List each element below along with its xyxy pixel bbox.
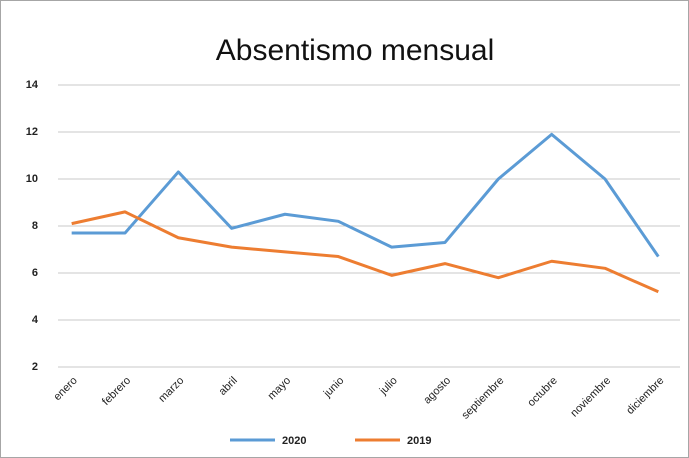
y-tick-label: 6 — [32, 267, 38, 279]
y-tick-label: 4 — [32, 314, 39, 326]
legend-label: 2020 — [282, 435, 306, 447]
chart-title: Absentismo mensual — [216, 34, 494, 67]
legend-label: 2019 — [407, 435, 431, 447]
series-line — [71, 210, 659, 294]
y-tick-label: 12 — [26, 126, 38, 138]
y-tick-label: 14 — [26, 79, 39, 91]
y-tick-label: 2 — [32, 361, 38, 373]
series-line — [71, 132, 660, 258]
y-tick-label: 8 — [32, 220, 38, 232]
y-tick-label: 10 — [26, 173, 38, 185]
